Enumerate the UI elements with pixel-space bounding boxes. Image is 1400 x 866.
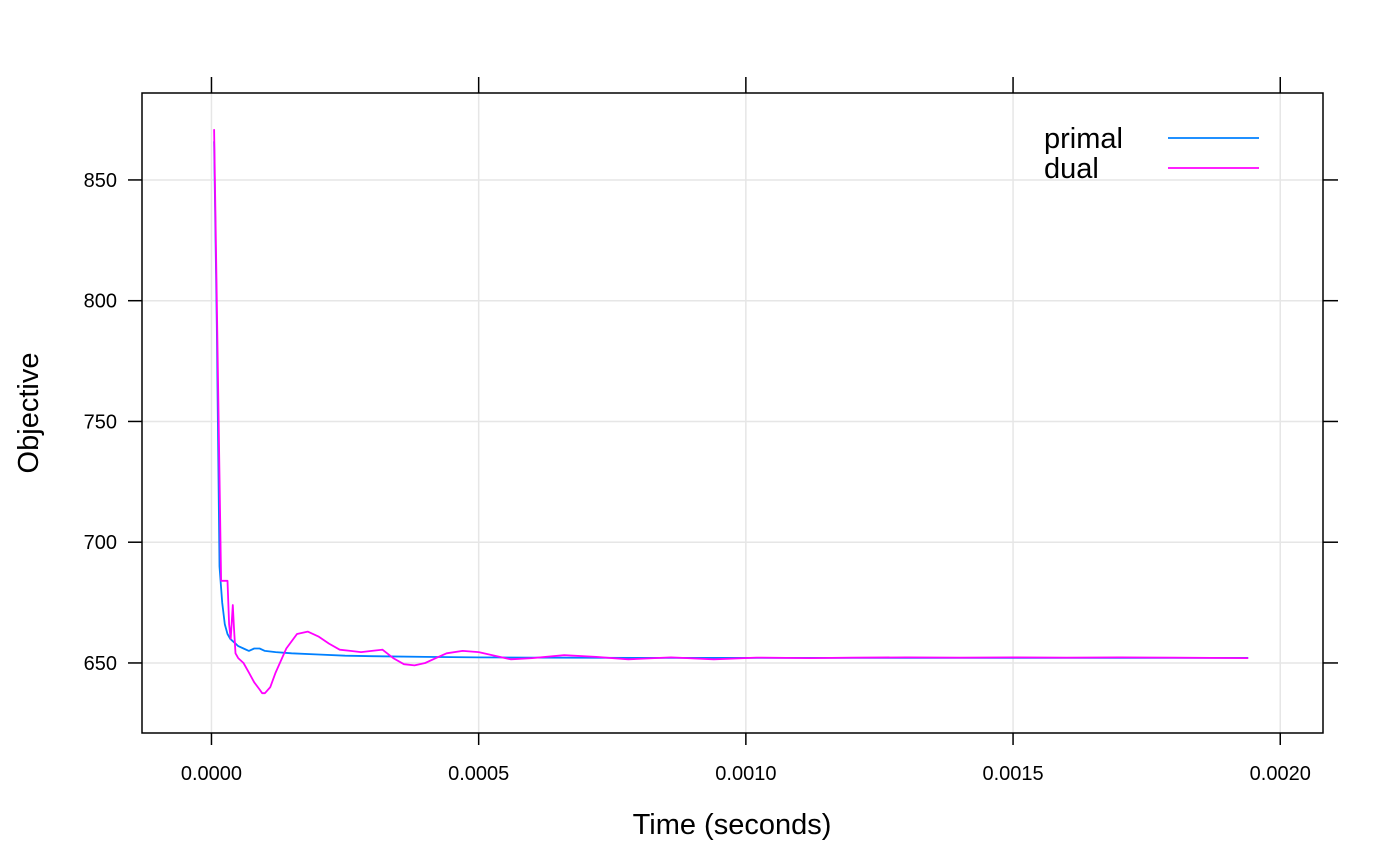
x-tick-label: 0.0010 [715, 763, 776, 785]
grid-layer [142, 93, 1323, 733]
x-tick-label: 0.0000 [181, 763, 242, 785]
legend-label-primal: primal [1044, 123, 1123, 155]
series-line-primal [213, 141, 1249, 659]
y-tick-label: 850 [84, 170, 117, 192]
y-axis-label: Objective [13, 353, 45, 474]
y-tick-label: 700 [84, 532, 117, 554]
plot-frame [141, 92, 1324, 734]
y-tick-label: 650 [84, 653, 117, 675]
series-layer [213, 129, 1249, 695]
y-tick-label: 750 [84, 411, 117, 433]
x-tick-label: 0.0020 [1250, 763, 1311, 785]
x-axis-label: Time (seconds) [633, 809, 832, 841]
x-tick-label: 0.0005 [448, 763, 509, 785]
series-line-dual [213, 129, 1249, 695]
y-tick-label: 800 [84, 291, 117, 313]
legend-label-dual: dual [1044, 153, 1099, 185]
x-tick-label: 0.0015 [982, 763, 1043, 785]
tick-layer: 0.0000 0.0005 0.0010 0.0015 0.0020 650 700 750 8… [84, 77, 1338, 785]
